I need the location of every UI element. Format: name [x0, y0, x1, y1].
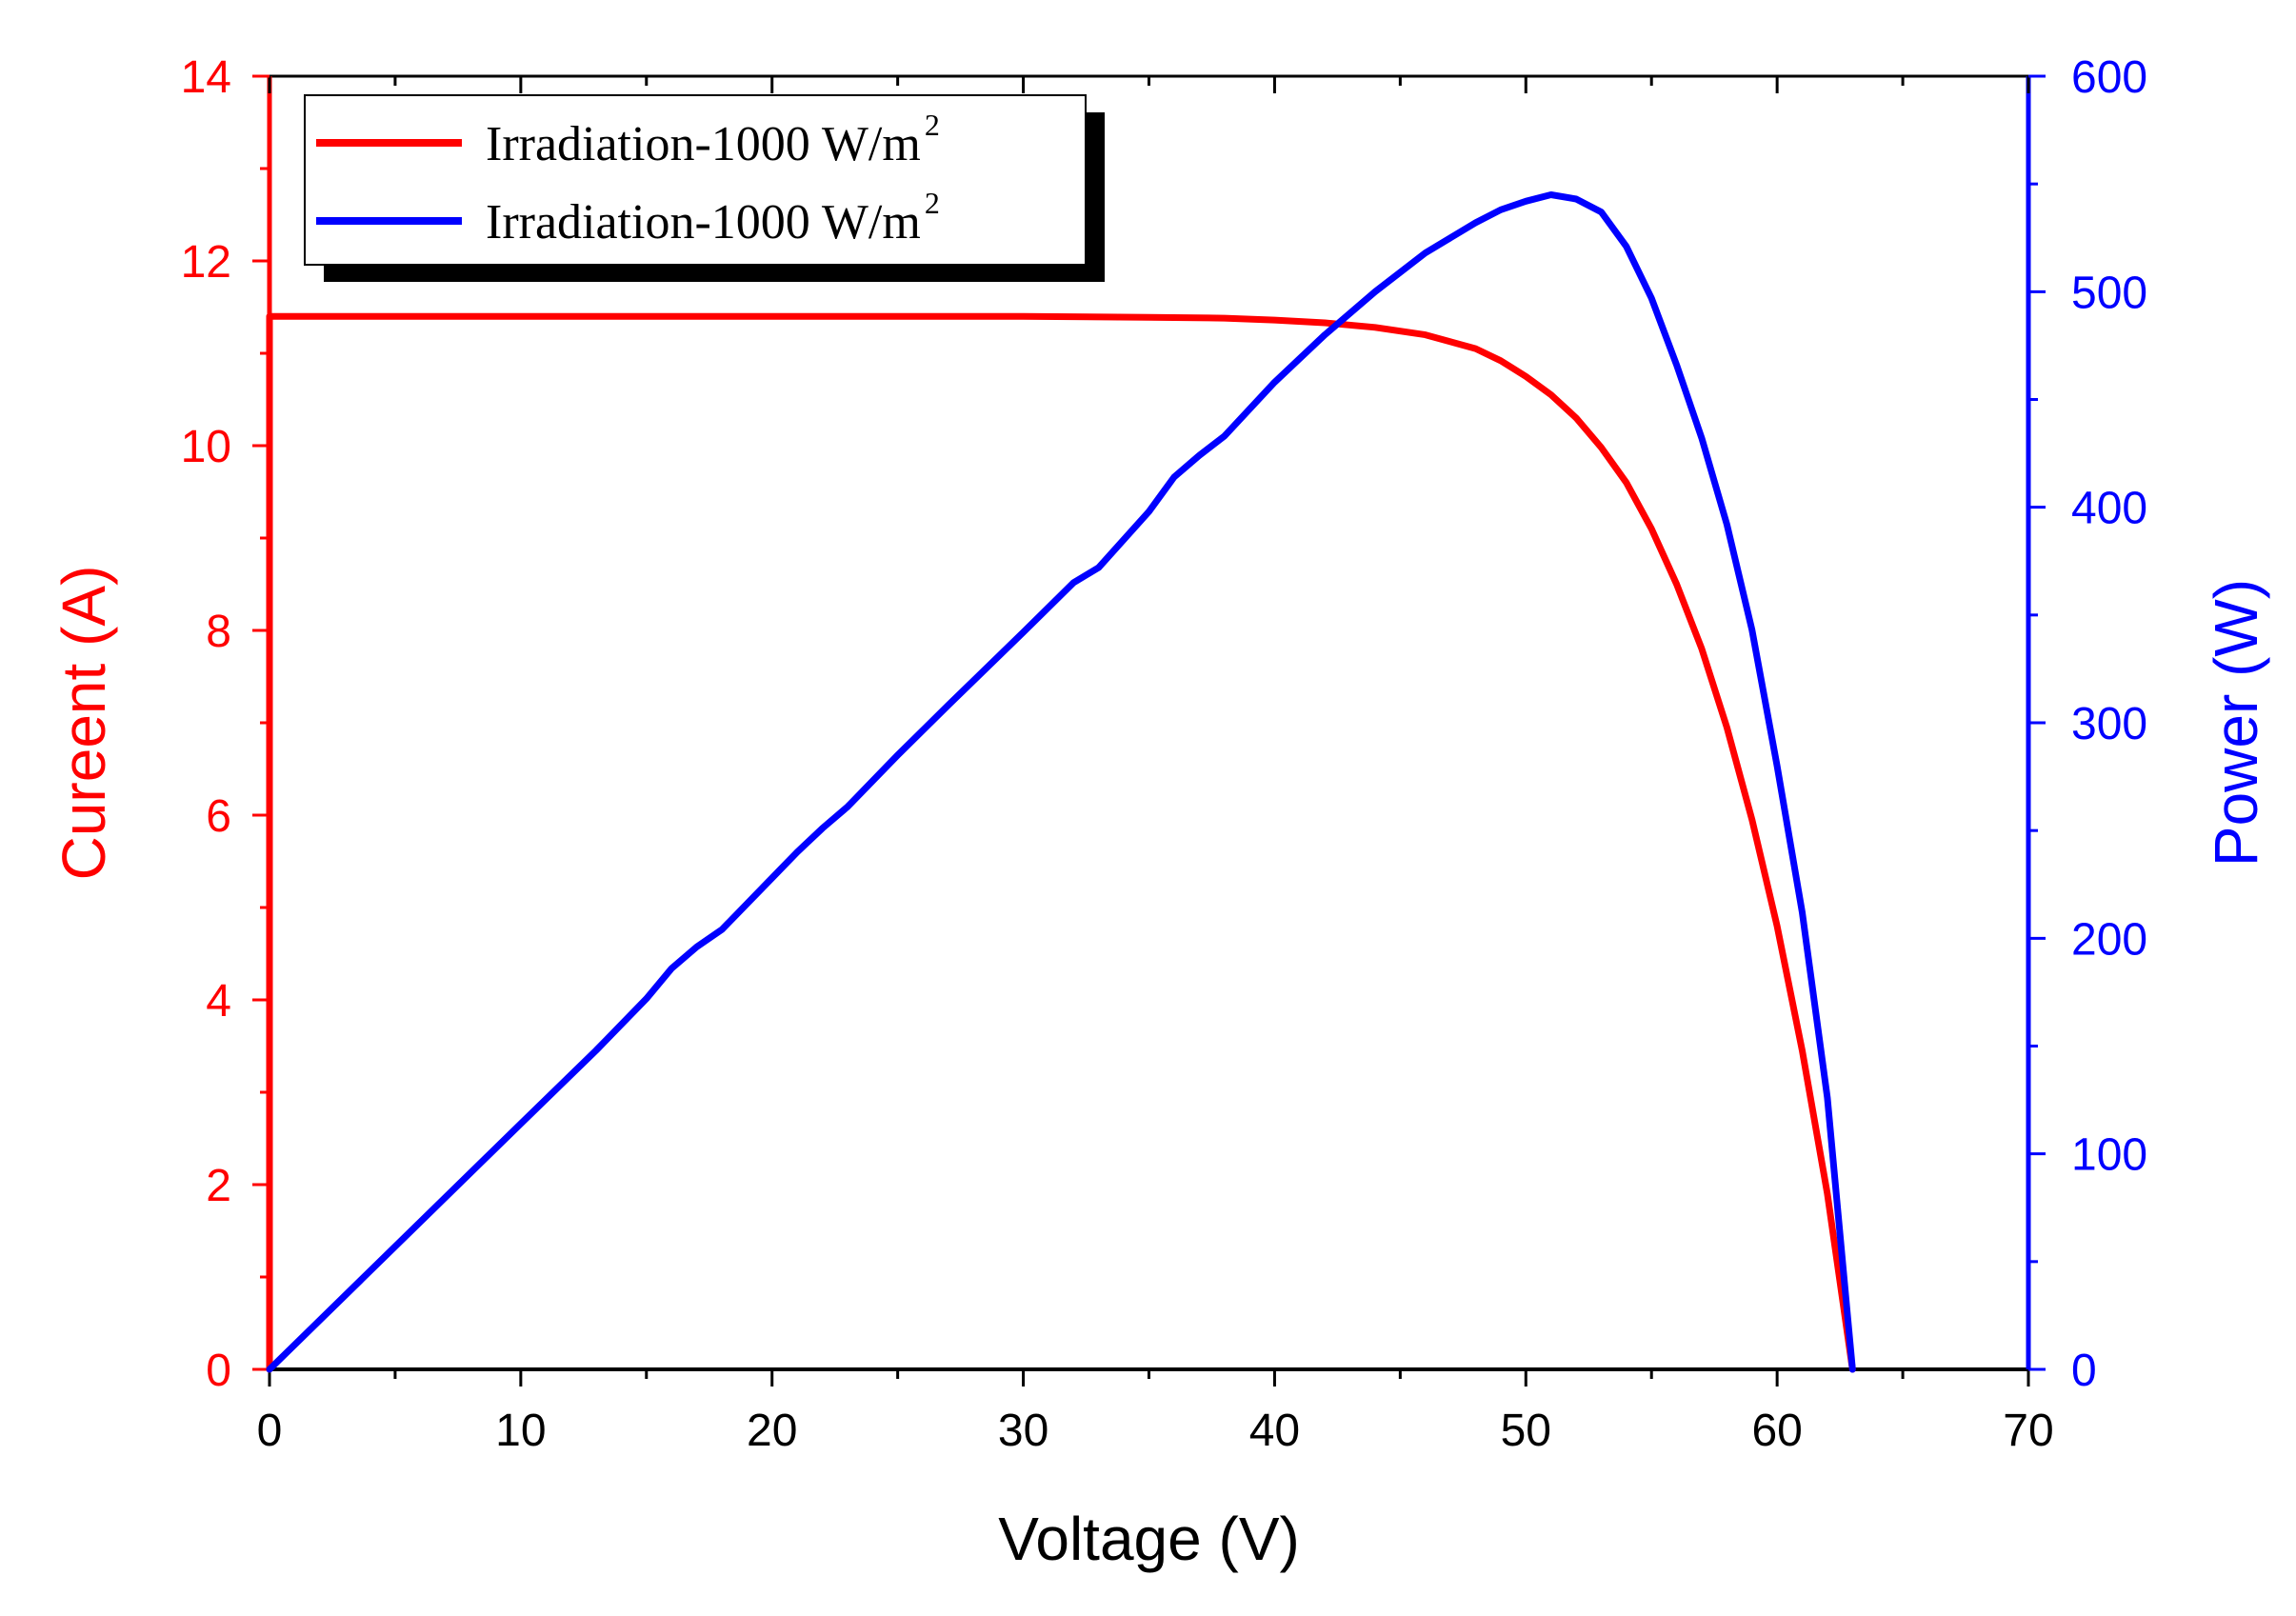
y-right-tick-label: 100: [2071, 1130, 2147, 1181]
y-right-tick-label: 600: [2071, 52, 2147, 103]
y-right-axis-title: Power (W): [2202, 579, 2270, 867]
x-axis-title: Voltage (V): [998, 1505, 1300, 1573]
x-tick-label: 70: [2003, 1406, 2053, 1456]
x-tick-label: 60: [1751, 1406, 1802, 1456]
y-right-tick-label: 400: [2071, 484, 2147, 534]
y-left-tick-label: 14: [181, 52, 231, 103]
y-left-tick-label: 12: [181, 237, 231, 288]
y-right-tick-label: 200: [2071, 914, 2147, 965]
y-left-tick-label: 6: [206, 791, 231, 842]
x-tick-label: 40: [1249, 1406, 1300, 1456]
legend-entry-label: Irradiation-1000 W/m: [486, 117, 921, 171]
y-left-axis-title: Cureent (A): [50, 566, 118, 881]
series-line-power: [266, 191, 1856, 1373]
y-left-tick-label: 2: [206, 1161, 231, 1211]
x-tick-label: 0: [257, 1406, 283, 1456]
x-tick-label: 10: [495, 1406, 546, 1456]
y-left-tick-label: 0: [206, 1346, 231, 1396]
series-line-current: [266, 312, 1856, 1373]
y-left-tick-label: 10: [181, 422, 231, 472]
legend-entry-superscript: 2: [925, 108, 940, 142]
series-layer: [266, 191, 1856, 1373]
x-tick-label: 30: [998, 1406, 1048, 1456]
y-right-tick-label: 500: [2071, 268, 2147, 318]
legend-entry-label: Irradiation-1000 W/m: [486, 195, 921, 249]
y-left-tick-label: 8: [206, 607, 231, 657]
axes-layer: 0 10 20 30 40 50 60 70 0 2 4 6 8 10 12 14 0 100 200 300 400 5…: [181, 52, 2147, 1456]
y-right-tick-label: 0: [2071, 1346, 2097, 1396]
y-right-tick-label: 300: [2071, 699, 2147, 749]
y-left-tick-label: 4: [206, 976, 231, 1027]
legend-entry-superscript: 2: [925, 186, 940, 220]
legend-box: [304, 94, 1087, 266]
x-tick-label: 20: [747, 1406, 797, 1456]
x-tick-label: 50: [1501, 1406, 1551, 1456]
